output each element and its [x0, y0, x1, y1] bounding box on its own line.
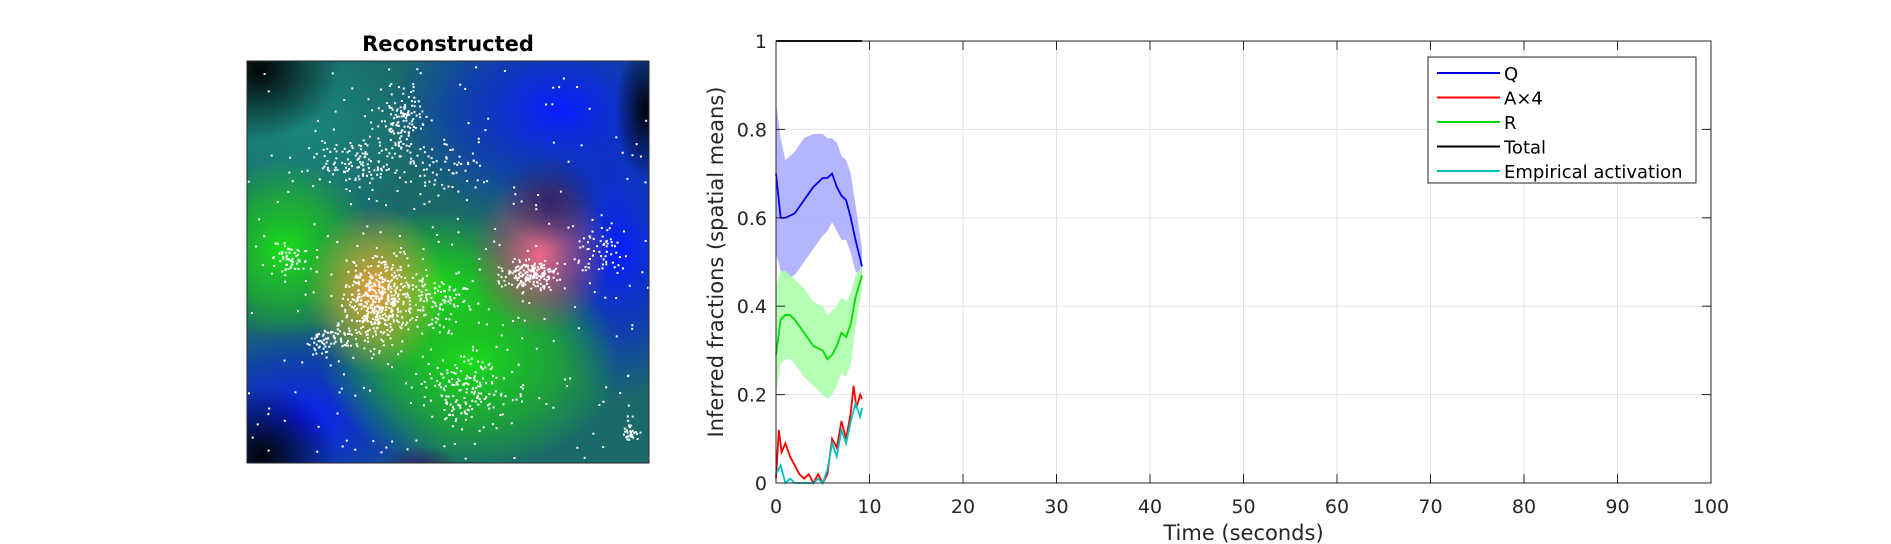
y-axis-label: Inferred fractions (spatial means): [704, 87, 728, 438]
x-tick-label: 90: [1605, 496, 1629, 518]
spike-dots: [247, 66, 649, 460]
x-tick-label: 20: [951, 496, 975, 518]
reconstructed-title: Reconstructed: [362, 32, 534, 56]
x-tick-label: 0: [770, 496, 782, 518]
y-tick-label: 0.8: [737, 119, 767, 141]
series-line-q: [775, 171, 863, 267]
y-tick-label: 0.6: [737, 208, 767, 230]
x-tick-label: 10: [857, 496, 881, 518]
x-tick-label: 40: [1138, 496, 1162, 518]
x-tick-label: 60: [1325, 496, 1349, 518]
reconstructed-panel: Reconstructed: [246, 32, 650, 464]
y-tick-label: 0: [755, 473, 767, 495]
series-line-a-4: [775, 385, 863, 485]
legend-label: R: [1504, 113, 1517, 134]
reconstructed-image: [247, 61, 649, 463]
legend: Q A×4 R Total Empirical activation: [1427, 56, 1697, 184]
time-series-chart: 0 10 20 30 40 50 60 70 80 90 100 0 0.2 0.4 0.6 0.8 1 Tim…: [704, 31, 1729, 544]
y-tick-label: 1: [755, 31, 767, 53]
legend-label: Total: [1503, 138, 1546, 159]
legend-label: Empirical activation: [1504, 162, 1683, 183]
legend-label: Q: [1504, 64, 1518, 85]
confidence-bands: [776, 102, 863, 400]
x-tick-label: 100: [1693, 496, 1729, 518]
x-axis-label: Time (seconds): [1162, 521, 1323, 544]
x-tick-label: 80: [1512, 496, 1536, 518]
x-tick-label: 70: [1418, 496, 1442, 518]
y-tick-label: 0.2: [737, 385, 767, 407]
x-tick-label: 50: [1231, 496, 1255, 518]
band-r: [776, 266, 863, 400]
legend-box: [1427, 56, 1697, 184]
series-line-empirical-activation: [775, 400, 863, 485]
band-q: [776, 102, 863, 280]
legend-label: A×4: [1504, 89, 1543, 110]
series-line-r: [775, 275, 863, 361]
y-tick-label: 0.4: [737, 296, 767, 318]
image-frame: [246, 60, 650, 464]
x-tick-label: 30: [1044, 496, 1068, 518]
axis-ticks: 0 10 20 30 40 50 60 70 80 90 100 0 0.2 0.4 0.6 0.8 1: [737, 31, 1729, 518]
